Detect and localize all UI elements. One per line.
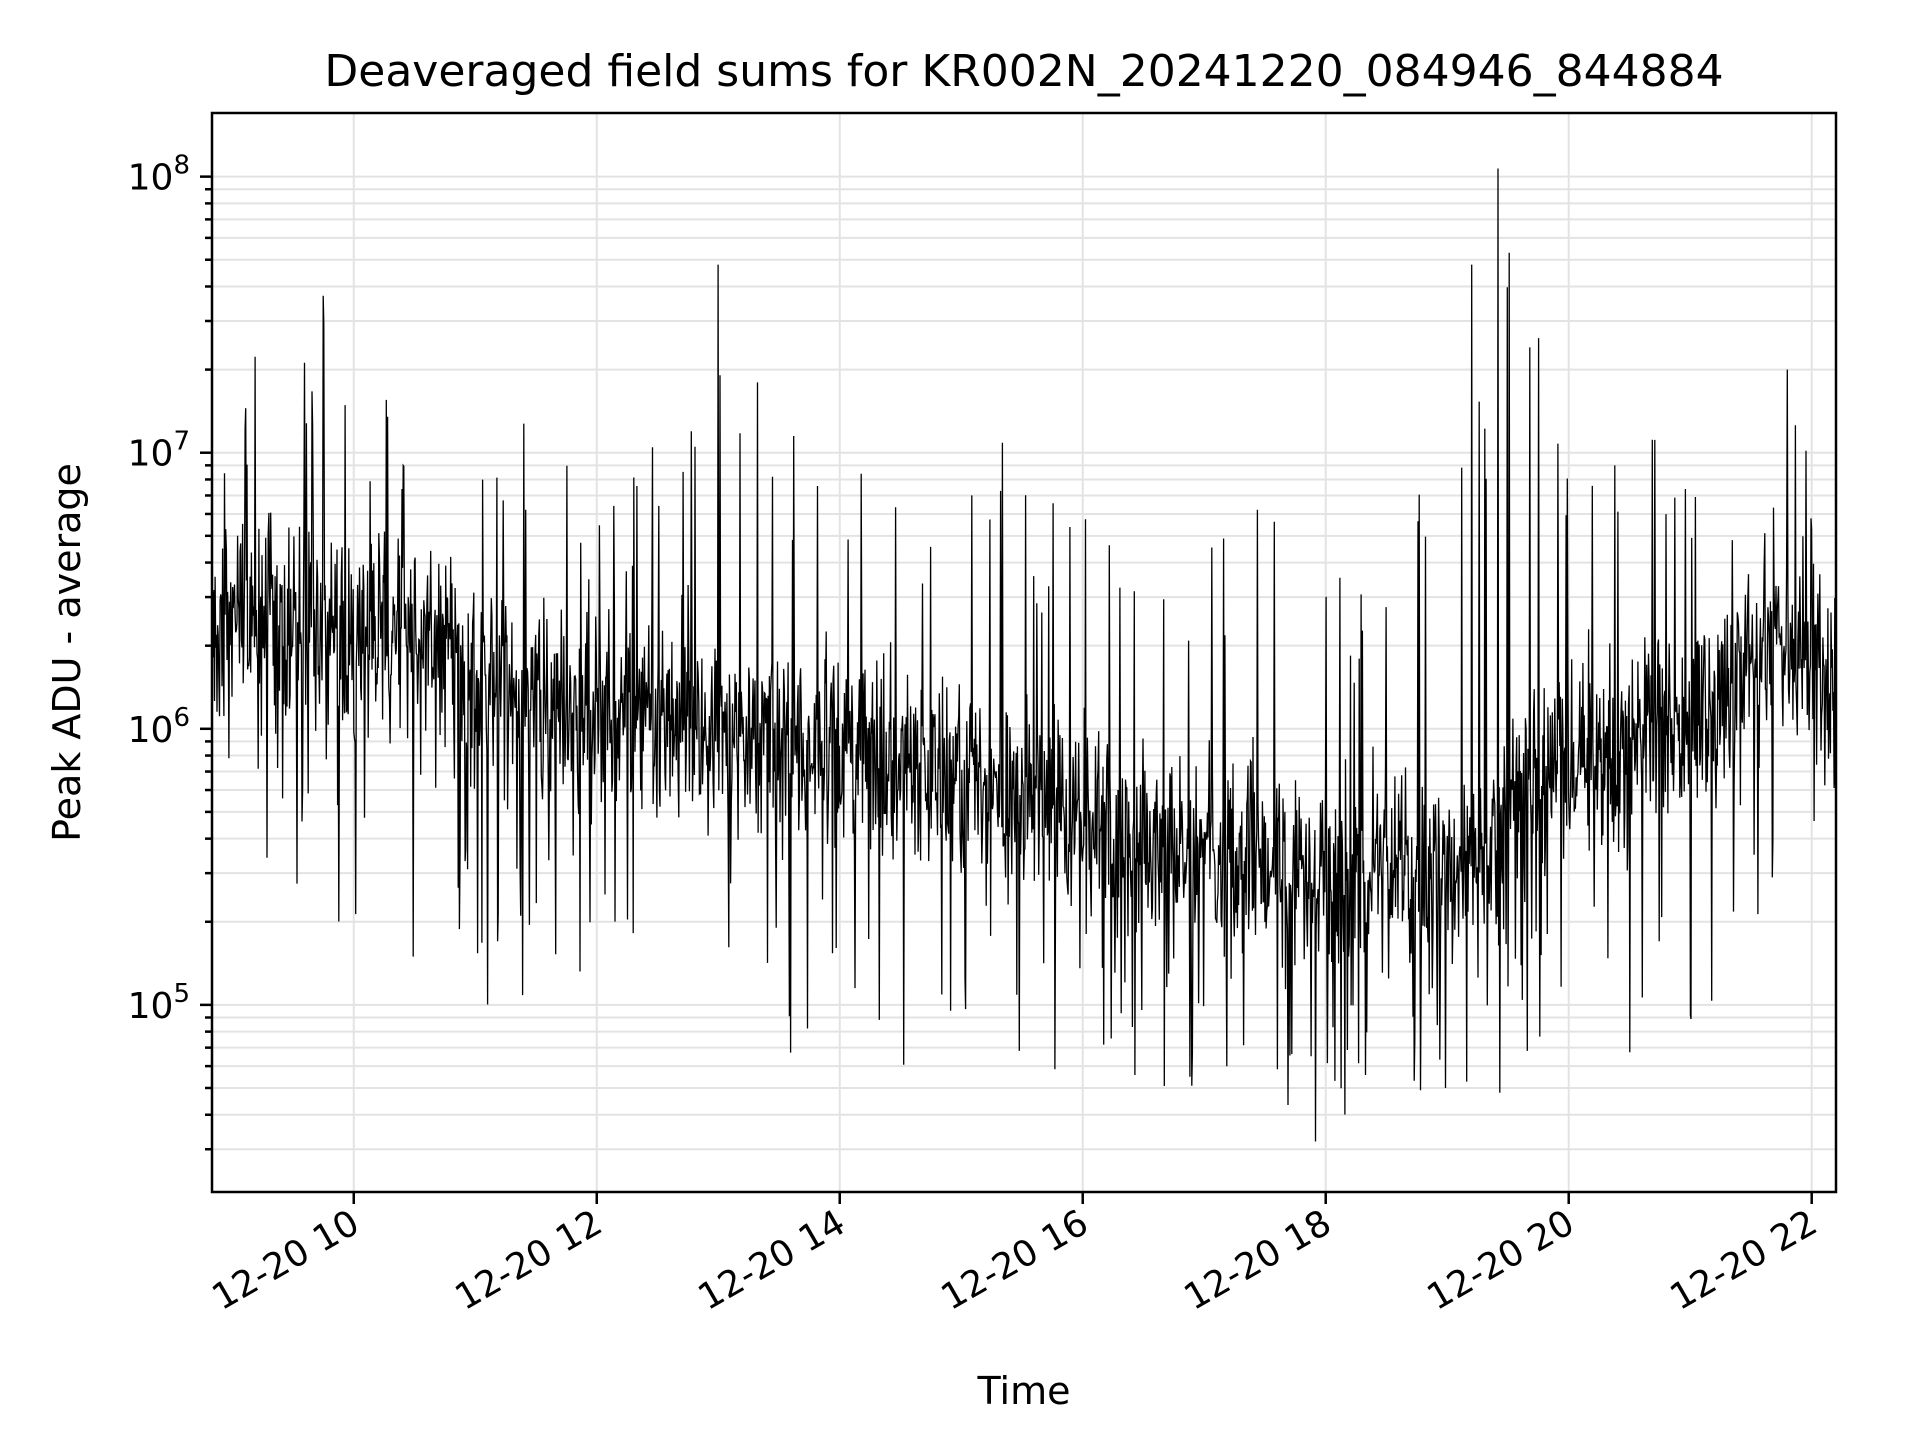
y-tick-label: 108 — [128, 151, 190, 199]
y-axis-label: Peak ADU - average — [45, 463, 89, 842]
series-line — [212, 168, 1836, 1142]
x-axis-label: Time — [977, 1369, 1071, 1413]
y-tick-label: 107 — [128, 427, 190, 475]
y-tick-label: 105 — [128, 979, 190, 1027]
series-layer — [212, 168, 1836, 1142]
y-tick-label: 106 — [128, 703, 190, 751]
chart-title: Deaveraged field sums for KR002N_2024122… — [324, 46, 1723, 97]
plot-frame — [210, 111, 1838, 1194]
